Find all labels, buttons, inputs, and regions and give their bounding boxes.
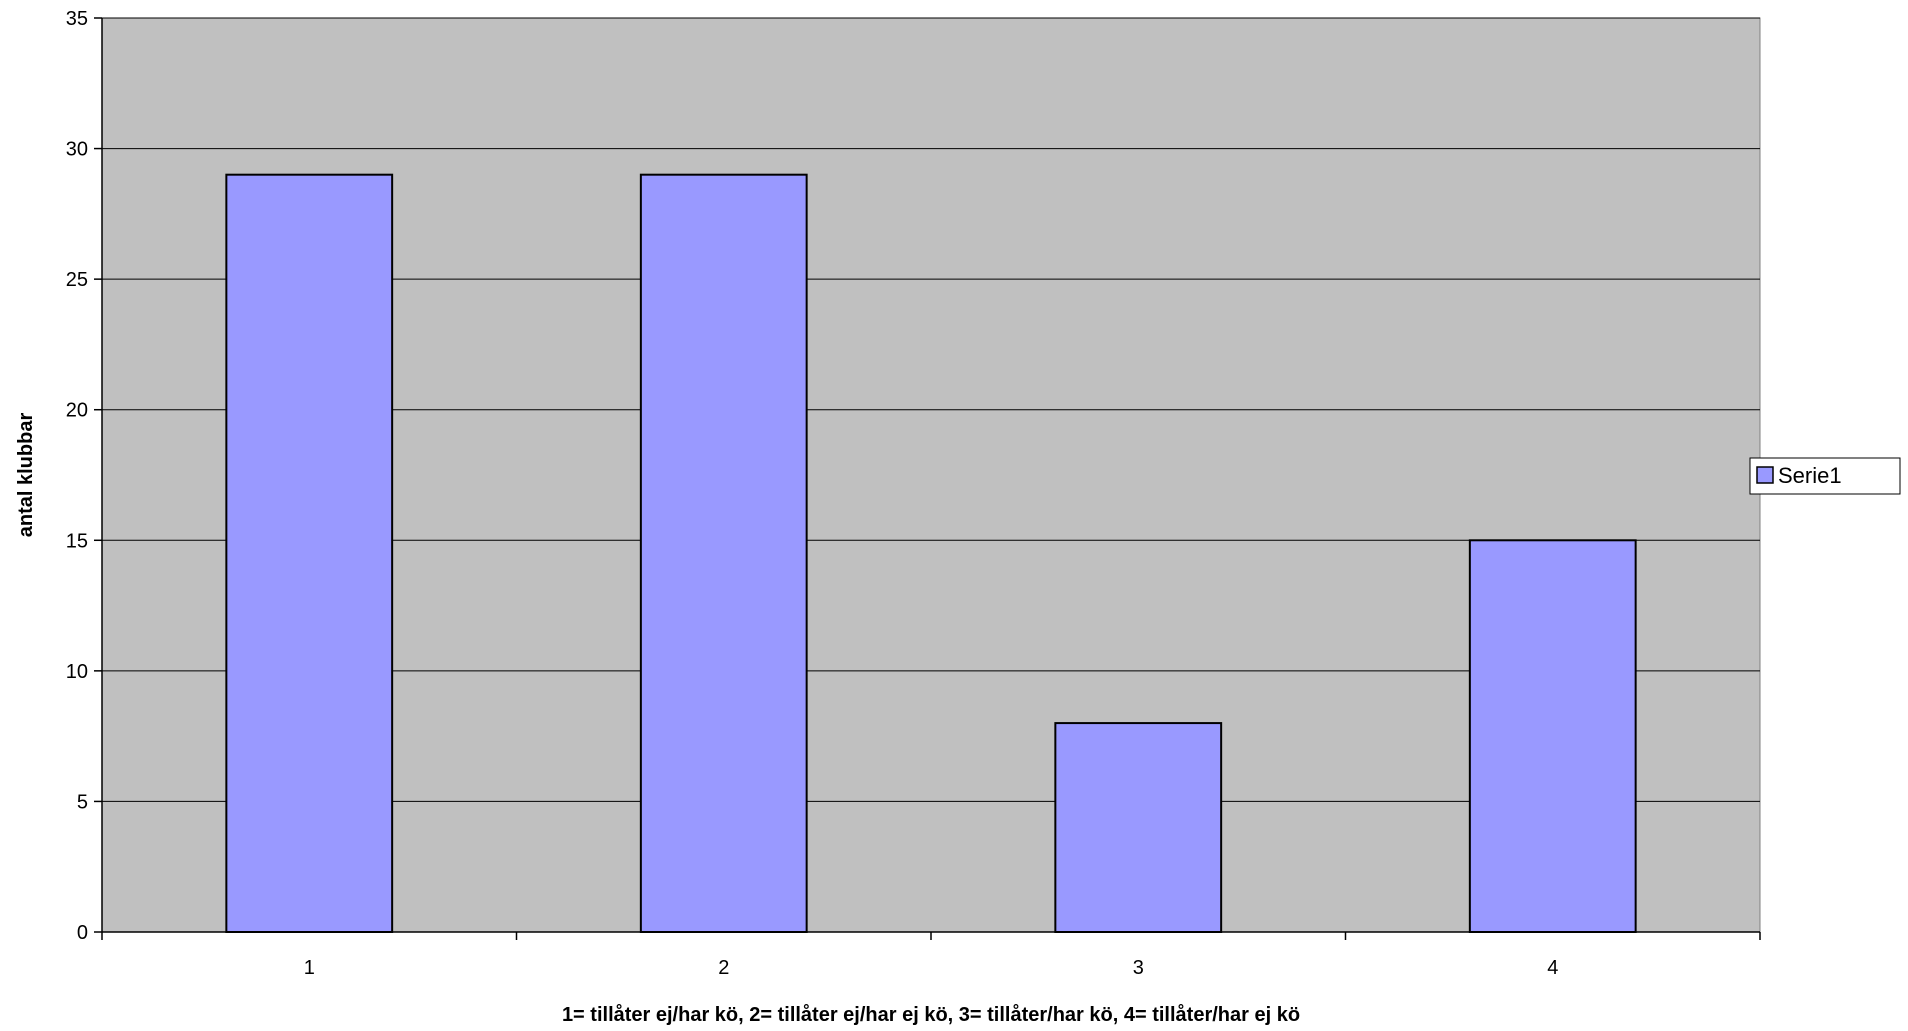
y-tick-label: 30 bbox=[66, 139, 88, 161]
x-ticks: 1 2 3 4 bbox=[101, 932, 1761, 979]
x-tick-label: 4 bbox=[1547, 957, 1558, 979]
bar-3 bbox=[1054, 722, 1223, 933]
x-tick-label: 1 bbox=[304, 957, 315, 979]
bars bbox=[225, 173, 1637, 933]
legend-box bbox=[1749, 457, 1901, 495]
y-tick-label: 5 bbox=[77, 791, 88, 813]
bar-4 bbox=[1468, 539, 1637, 933]
bar-1 bbox=[225, 173, 394, 933]
y-tick-label: 20 bbox=[66, 400, 88, 422]
y-tick-label: 10 bbox=[66, 661, 88, 683]
y-axis-title: antal klubbar bbox=[15, 413, 37, 538]
bar-2 bbox=[639, 173, 808, 933]
y-tick-label: 0 bbox=[77, 922, 88, 944]
y-tick-label: 15 bbox=[66, 530, 88, 552]
legend-swatch bbox=[1756, 466, 1774, 484]
legend-label: Serie1 bbox=[1778, 463, 1842, 488]
y-ticks: 0 5 10 15 20 25 30 35 bbox=[66, 8, 102, 944]
y-tick-label: 25 bbox=[66, 269, 88, 291]
legend: Serie1 bbox=[1749, 457, 1901, 495]
x-axis-title: 1= tillåter ej/har kö, 2= tillåter ej/ha… bbox=[562, 1003, 1300, 1026]
x-tick-label: 2 bbox=[718, 957, 729, 979]
y-tick-label: 35 bbox=[66, 8, 88, 30]
x-tick-label: 3 bbox=[1133, 957, 1144, 979]
